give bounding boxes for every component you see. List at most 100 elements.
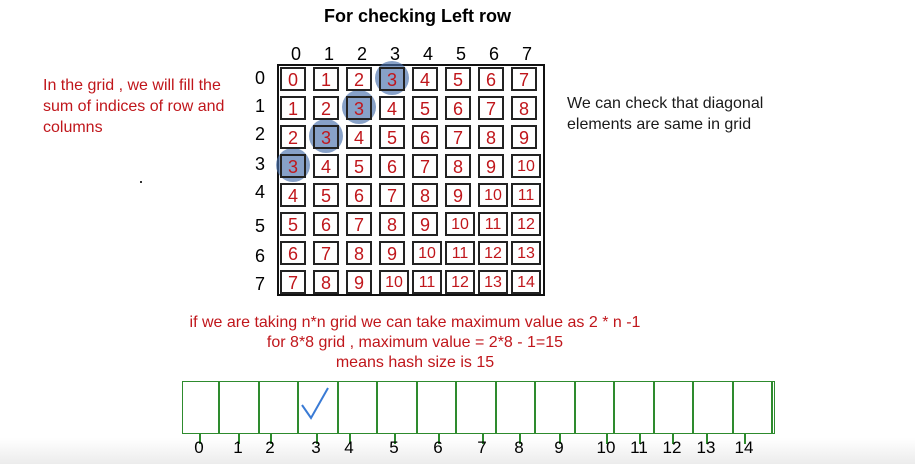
grid-cell: 10 (478, 183, 508, 207)
hash-slot (301, 381, 339, 434)
grid-cell: 6 (313, 212, 339, 236)
grid-cell: 3 (313, 125, 339, 149)
grid-cell: 3 (379, 67, 405, 91)
hash-index-label: 3 (311, 438, 321, 457)
grid-cell: 7 (412, 154, 438, 178)
grid-cell: 13 (511, 241, 541, 265)
grid-cell: 1 (280, 96, 306, 120)
hash-index-label: 8 (514, 438, 524, 457)
grid-cell: 12 (511, 212, 541, 236)
grid-cell: 10 (445, 212, 475, 236)
hash-index-label: 12 (662, 438, 682, 457)
bottom-shade (0, 438, 915, 464)
hash-index-label: 7 (477, 438, 487, 457)
hash-slot (459, 381, 497, 434)
hash-index-label: 9 (554, 438, 564, 457)
hash-index-tick (199, 434, 201, 444)
grid-cell: 6 (379, 154, 405, 178)
hash-index-tick (482, 434, 484, 444)
grid-cell: 8 (313, 270, 339, 294)
grid-cell: 5 (379, 125, 405, 149)
hash-index-tick (238, 434, 240, 444)
row-index-label: 6 (254, 246, 265, 266)
grid-cell: 7 (511, 67, 537, 91)
hash-index-label: 10 (596, 438, 616, 457)
grid-cell: 12 (478, 241, 508, 265)
grid-cell: 6 (412, 125, 438, 149)
row-index-label: 2 (254, 124, 265, 144)
grid-cell: 11 (412, 270, 442, 294)
grid-cell: 11 (511, 183, 541, 207)
hash-slot (261, 381, 299, 434)
hash-slot (696, 381, 734, 434)
hash-index-label: 2 (265, 438, 275, 457)
hash-index-tick (438, 434, 440, 444)
hash-index-tick (706, 434, 708, 444)
grid-cell: 2 (280, 125, 306, 149)
grid-cell: 7 (346, 212, 372, 236)
grid-cell: 5 (346, 154, 372, 178)
grid-cell: 5 (445, 67, 471, 91)
hash-index-label: 6 (433, 438, 443, 457)
hash-slot (182, 381, 220, 434)
grid-cell: 7 (478, 96, 504, 120)
hash-slot (538, 381, 576, 434)
grid-cell: 8 (511, 96, 537, 120)
hash-index-label: 11 (630, 438, 648, 457)
column-index-label: 5 (455, 44, 466, 64)
hash-index-tick (349, 434, 351, 444)
hash-slot (577, 381, 615, 434)
column-index-label: 2 (356, 44, 367, 64)
grid-cell: 6 (346, 183, 372, 207)
grid-cell: 9 (511, 125, 537, 149)
hash-slot (617, 381, 655, 434)
grid-cell: 7 (280, 270, 306, 294)
hash-index-tick (519, 434, 521, 444)
stray-dot (140, 181, 142, 183)
column-index-label: 3 (389, 44, 400, 64)
hash-index-tick (606, 434, 608, 444)
hash-index-label: 13 (696, 438, 716, 457)
hash-index-tick (672, 434, 674, 444)
grid-cell: 5 (313, 183, 339, 207)
grid-cell: 7 (379, 183, 405, 207)
grid-cell: 6 (478, 67, 504, 91)
grid-cell: 5 (280, 212, 306, 236)
grid-cell: 9 (445, 183, 471, 207)
grid-cell: 7 (313, 241, 339, 265)
hash-slot (222, 381, 260, 434)
grid-cell: 8 (412, 183, 438, 207)
column-index-label: 4 (422, 44, 433, 64)
hash-index-tick (559, 434, 561, 444)
hash-slot (340, 381, 378, 434)
checkmark-icon (301, 387, 329, 420)
grid-frame (277, 64, 545, 296)
grid-cell: 11 (445, 241, 475, 265)
column-index-label: 7 (521, 44, 532, 64)
row-index-label: 0 (254, 68, 265, 88)
hash-index-label: 4 (344, 438, 354, 457)
row-index-label: 4 (254, 182, 265, 202)
hash-slot (419, 381, 457, 434)
column-index-label: 1 (323, 44, 334, 64)
grid-cell: 4 (346, 125, 372, 149)
hash-index-tick (394, 434, 396, 444)
grid-cell: 7 (445, 125, 471, 149)
hash-slot (498, 381, 536, 434)
hash-index-label: 14 (734, 438, 754, 457)
grid-cell: 10 (511, 154, 541, 178)
formula-line-1: if we are taking n*n grid we can take ma… (189, 314, 641, 331)
grid-cell: 8 (478, 125, 504, 149)
formula-line-2: for 8*8 grid , maximum value = 2*8 - 1=1… (266, 334, 564, 351)
grid-cell: 9 (412, 212, 438, 236)
column-index-label: 0 (290, 44, 301, 64)
grid-cell: 4 (280, 183, 306, 207)
grid-cell: 2 (313, 96, 339, 120)
grid-cell: 4 (412, 67, 438, 91)
row-index-label: 1 (254, 96, 265, 116)
formula-line-3: means hash size is 15 (335, 354, 495, 371)
grid-cell: 6 (280, 241, 306, 265)
grid-cell: 3 (280, 154, 306, 178)
grid-cell: 8 (346, 241, 372, 265)
hash-slot (735, 381, 773, 434)
